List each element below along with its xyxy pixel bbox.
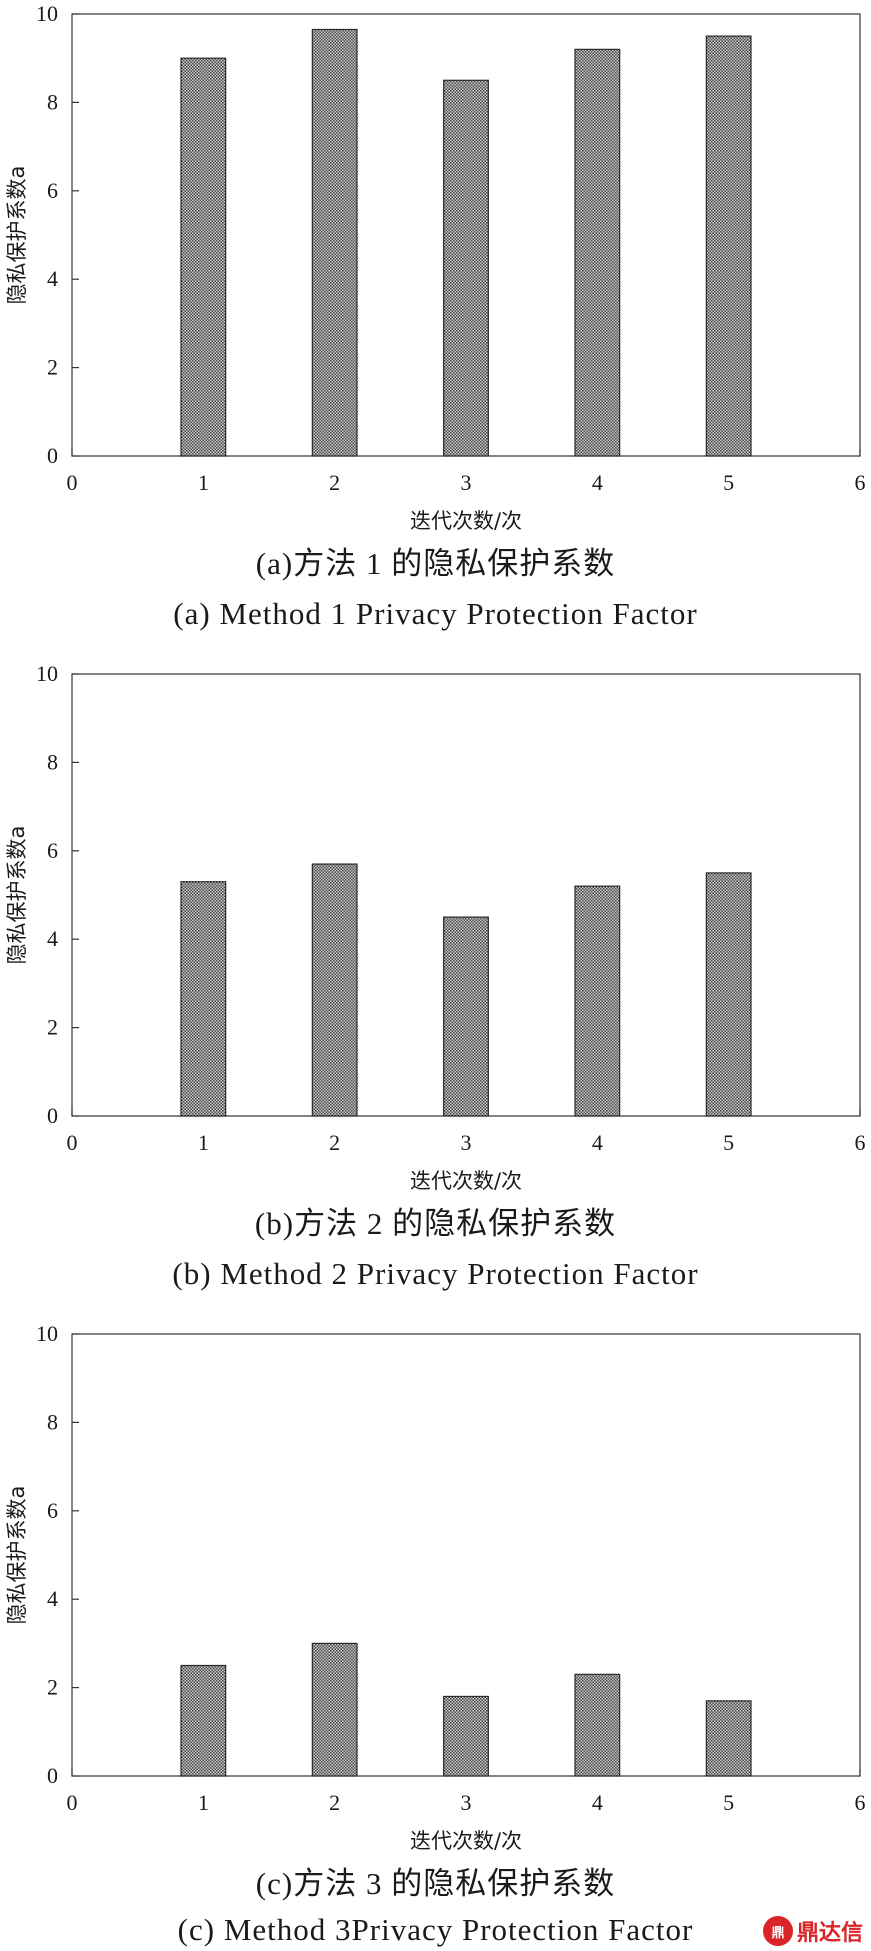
y-tick-label: 8 [47,1409,58,1434]
x-tick-label: 3 [461,1130,472,1155]
bar [574,1673,621,1777]
bar [180,881,227,1117]
x-tick-label: 0 [67,1790,78,1815]
bar [574,48,621,457]
y-tick-label: 6 [47,178,58,203]
y-tick-label: 0 [47,1763,58,1788]
x-tick-label: 6 [855,470,866,495]
y-tick-label: 2 [47,355,58,380]
caption-cn-method-1: (a)方法 1 的隐私保护系数 [255,546,616,581]
caption-en-method-3: (c) Method 3Privacy Protection Factor [177,1912,694,1947]
chart-method-2: 0 2 4 6 8 10 0 1 2 3 4 5 6 迭代次数/次 隐私保护系数a [5,661,866,1193]
x-tick-label: 1 [198,1790,209,1815]
caption-en-method-1: (a) Method 1 Privacy Protection Factor [173,596,698,631]
y-axis-label: 隐私保护系数a [5,166,29,305]
x-tick-label: 5 [723,470,734,495]
bar [443,79,489,457]
x-tick-label: 5 [723,1790,734,1815]
x-axis-label: 迭代次数/次 [410,1829,522,1853]
bar [443,916,489,1117]
bar [705,35,752,457]
watermark-text: 鼎达信 [796,1921,863,1946]
bar [311,28,358,457]
y-tick-label: 10 [36,1321,58,1346]
caption-en-method-2: (b) Method 2 Privacy Protection Factor [172,1256,699,1291]
bar [705,1700,752,1777]
caption-cn-method-2: (b)方法 2 的隐私保护系数 [254,1206,617,1241]
x-tick-label: 1 [198,1130,209,1155]
bar [574,885,621,1117]
y-tick-label: 0 [47,1103,58,1128]
x-tick-label: 4 [592,1790,603,1815]
y-tick-label: 2 [47,1015,58,1040]
dingdaxin-logo-icon: 鼎 [762,1916,793,1946]
chart-method-1: 0 2 4 6 8 10 0 1 2 3 4 5 6 迭代次数/次 隐私保护系数a [5,1,866,533]
y-tick-label: 4 [47,266,58,291]
y-tick-label: 6 [47,838,58,863]
watermark: 鼎 鼎达信 [762,1915,863,1947]
bar [180,1664,227,1777]
x-tick-label: 4 [592,1130,603,1155]
x-tick-label: 0 [67,1130,78,1155]
x-axis-label: 迭代次数/次 [410,509,522,533]
y-axis-label: 隐私保护系数a [5,1486,29,1625]
y-axis-label: 隐私保护系数a [5,826,29,965]
y-tick-label: 0 [47,443,58,468]
x-tick-label: 5 [723,1130,734,1155]
y-tick-label: 4 [47,1586,58,1611]
x-tick-label: 3 [461,470,472,495]
x-tick-label: 3 [461,1790,472,1815]
x-tick-label: 1 [198,470,209,495]
x-tick-label: 6 [855,1790,866,1815]
bar [311,863,358,1117]
bar [180,57,227,457]
y-tick-label: 8 [47,749,58,774]
bar [443,1695,489,1777]
y-tick-label: 10 [36,1,58,26]
x-tick-label: 0 [67,470,78,495]
x-tick-label: 6 [855,1130,866,1155]
x-tick-label: 2 [329,1130,340,1155]
chart-method-3: 0 2 4 6 8 10 0 1 2 3 4 5 6 迭代次数/次 隐私保护系数a [5,1321,866,1853]
caption-cn-method-3: (c)方法 3 的隐私保护系数 [255,1866,616,1901]
x-axis-label: 迭代次数/次 [410,1169,522,1193]
y-tick-label: 6 [47,1498,58,1523]
x-tick-label: 4 [592,470,603,495]
y-tick-label: 4 [47,926,58,951]
y-tick-label: 10 [36,661,58,686]
x-tick-label: 2 [329,1790,340,1815]
bar [705,872,752,1117]
x-tick-label: 2 [329,470,340,495]
y-tick-label: 2 [47,1675,58,1700]
bar [311,1642,358,1777]
y-tick-label: 8 [47,89,58,114]
